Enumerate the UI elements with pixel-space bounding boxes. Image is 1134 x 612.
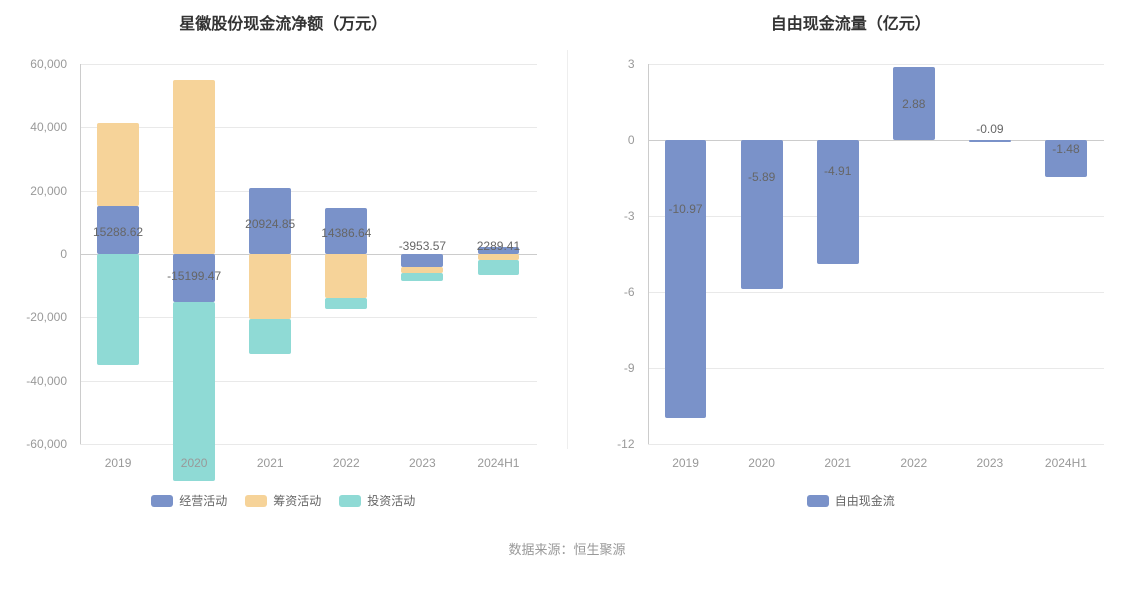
value-label: -5.89 (748, 170, 775, 184)
x-tick-label: 2024H1 (460, 444, 536, 484)
y-tick-label: 60,000 (30, 57, 67, 71)
left-legend: 经营活动 筹资活动 投资活动 (20, 492, 547, 509)
x-tick-label: 2022 (308, 444, 384, 484)
x-tick-label: 2020 (724, 444, 800, 484)
legend-swatch (151, 495, 173, 507)
data-source-label: 数据来源：恒生聚源 (0, 539, 1134, 578)
value-label: 15288.62 (93, 225, 143, 239)
legend-swatch (807, 495, 829, 507)
right-x-axis: 201920202021202220232024H1 (648, 444, 1105, 484)
x-tick-label: 2020 (156, 444, 232, 484)
legend-swatch (339, 495, 361, 507)
value-label: -0.09 (976, 122, 1003, 136)
x-tick-label: 2022 (876, 444, 952, 484)
y-tick-label: -6 (624, 285, 635, 299)
y-tick-label: 40,000 (30, 120, 67, 134)
right-chart-title: 自由现金流量（亿元） (588, 10, 1115, 34)
value-label: 2289.41 (477, 239, 520, 253)
right-chart-area: -12 -9 -6 -3 0 3 -10.97 -5.89 -4.91 2.88 -0.09 -1.… (588, 54, 1115, 484)
right-legend: 自由现金流 (588, 492, 1115, 509)
value-label: -10.97 (669, 202, 703, 216)
y-tick-label: 0 (60, 247, 67, 261)
value-label: 2.88 (902, 97, 925, 111)
x-tick-label: 2024H1 (1028, 444, 1104, 484)
y-tick-label: -9 (624, 361, 635, 375)
legend-swatch (245, 495, 267, 507)
left-chart-area: -60,000 -40,000 -20,000 0 20,000 40,000 60,000… (20, 54, 547, 484)
y-tick-label: 20,000 (30, 184, 67, 198)
y-tick-label: -40,000 (26, 374, 67, 388)
legend-item: 自由现金流 (807, 492, 895, 509)
y-tick-label: 0 (628, 133, 635, 147)
charts-container: 星徽股份现金流净额（万元） -60,000 -40,000 -20,000 0 20,0… (0, 0, 1134, 509)
legend-label: 投资活动 (367, 492, 415, 509)
legend-label: 自由现金流 (835, 492, 895, 509)
right-panel: 自由现金流量（亿元） -12 -9 -6 -3 0 3 -10.97 -5.89 -4.91 2… (588, 10, 1115, 509)
x-tick-label: 2019 (648, 444, 724, 484)
value-label: -15199.47 (167, 269, 221, 283)
legend-item: 经营活动 (151, 492, 227, 509)
x-tick-label: 2021 (800, 444, 876, 484)
right-plot: -10.97 -5.89 -4.91 2.88 -0.09 -1.48 (648, 64, 1105, 444)
legend-item: 筹资活动 (245, 492, 321, 509)
left-plot: 15288.62 -15199.47 20924.85 14386.64 -3953.5… (80, 64, 537, 444)
value-label: -3953.57 (399, 239, 446, 253)
left-y-axis: -60,000-40,000-20,000020,00040,00060,000 (20, 64, 75, 444)
left-x-axis: 201920202021202220232024H1 (80, 444, 537, 484)
legend-label: 筹资活动 (273, 492, 321, 509)
right-labels: -10.97 -5.89 -4.91 2.88 -0.09 -1.48 (648, 64, 1105, 444)
y-tick-label: -3 (624, 209, 635, 223)
x-tick-label: 2023 (384, 444, 460, 484)
right-y-axis: -12-9-6-303 (588, 64, 643, 444)
y-tick-label: -20,000 (26, 310, 67, 324)
left-labels: 15288.62 -15199.47 20924.85 14386.64 -3953.5… (80, 64, 537, 444)
panel-divider (567, 50, 568, 449)
y-tick-label: -12 (617, 437, 634, 451)
value-label: 14386.64 (321, 226, 371, 240)
legend-item: 投资活动 (339, 492, 415, 509)
value-label: 20924.85 (245, 217, 295, 231)
x-tick-label: 2023 (952, 444, 1028, 484)
value-label: -4.91 (824, 164, 851, 178)
y-tick-label: -60,000 (26, 437, 67, 451)
x-tick-label: 2021 (232, 444, 308, 484)
y-tick-label: 3 (628, 57, 635, 71)
x-tick-label: 2019 (80, 444, 156, 484)
left-chart-title: 星徽股份现金流净额（万元） (20, 10, 547, 34)
left-panel: 星徽股份现金流净额（万元） -60,000 -40,000 -20,000 0 20,0… (20, 10, 547, 509)
legend-label: 经营活动 (179, 492, 227, 509)
value-label: -1.48 (1052, 142, 1079, 156)
